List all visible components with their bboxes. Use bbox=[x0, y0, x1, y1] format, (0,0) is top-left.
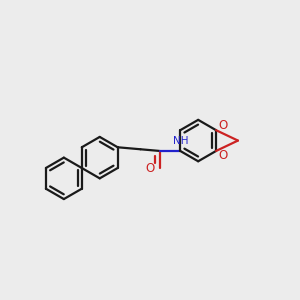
Text: O: O bbox=[218, 119, 227, 132]
Text: O: O bbox=[146, 162, 155, 175]
Text: NH: NH bbox=[173, 136, 188, 146]
Text: O: O bbox=[218, 149, 227, 162]
